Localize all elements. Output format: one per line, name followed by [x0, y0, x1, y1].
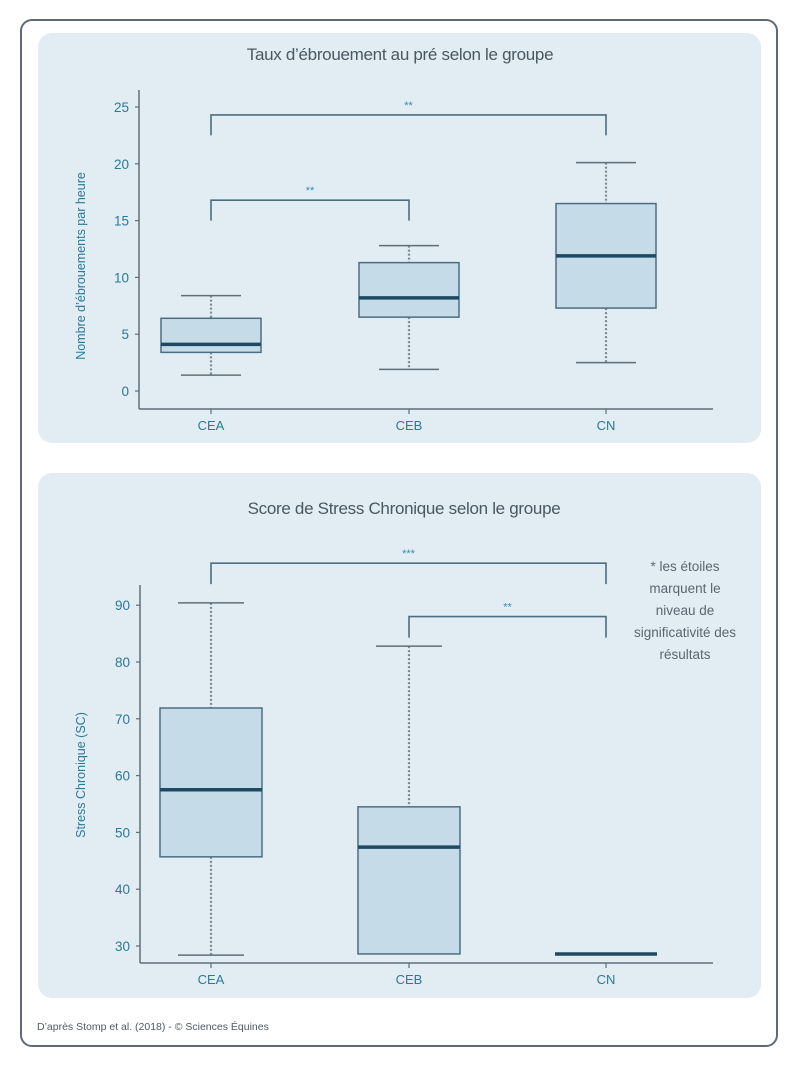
y-tick-label: 20 [114, 157, 129, 172]
y-tick-label: 50 [115, 825, 130, 840]
note-line: * les étoiles [650, 559, 720, 574]
significance-bracket [408, 615, 607, 638]
x-tick-label: CEA [198, 972, 225, 987]
significance-stars: ** [404, 100, 413, 112]
y-tick-label: 15 [114, 214, 129, 229]
iqr-box [160, 317, 262, 354]
note-line: marquent le [649, 581, 721, 596]
chart1-title: Taux d’ébrouement au pré selon le groupe [247, 45, 554, 64]
y-tick-label: 90 [115, 598, 130, 613]
iqr-box [358, 261, 460, 318]
significance-bracket [210, 114, 607, 136]
note-line: niveau de [655, 603, 715, 618]
x-tick-label: CN [597, 972, 616, 987]
significance-note: * les étoiles marquent le niveau de sign… [610, 556, 760, 666]
significance-bracket [210, 562, 607, 585]
iqr-box [159, 707, 263, 858]
iqr-box [357, 806, 461, 955]
significance-stars: ** [503, 602, 512, 614]
x-tick-label: CEB [396, 972, 423, 987]
significance-bracket [210, 199, 410, 221]
boxplot-ceb [357, 645, 461, 955]
y-tick-label: 70 [115, 712, 130, 727]
y-tick-label: 60 [115, 769, 130, 784]
boxplot-cn [555, 161, 657, 364]
y-tick-label: 40 [115, 882, 130, 897]
y-tick-label: 0 [121, 384, 129, 399]
y-tick-label: 25 [114, 100, 129, 115]
source-credit: D’après Stomp et al. (2018) - © Sciences… [37, 1021, 269, 1033]
x-tick-label: CEB [396, 418, 423, 433]
significance-stars: *** [402, 548, 416, 560]
note-line: significativité des [633, 625, 737, 640]
boxplot-ceb [358, 244, 460, 371]
y-tick-label: 30 [115, 939, 130, 954]
boxplot-cea [159, 602, 263, 956]
chart1-ylabel: Nombre d’ébrouements par heure [74, 172, 88, 360]
x-tick-label: CN [597, 418, 616, 433]
chart2-ylabel: Stress Chronique (SC) [74, 712, 88, 838]
y-tick-label: 5 [121, 327, 129, 342]
significance-stars: ** [306, 185, 315, 197]
y-tick-label: 80 [115, 655, 130, 670]
note-line: résultats [659, 647, 711, 662]
chart2-title: Score de Stress Chronique selon le group… [248, 499, 561, 518]
y-tick-label: 10 [114, 270, 129, 285]
boxplot-cea [160, 294, 262, 376]
x-tick-label: CEA [198, 418, 225, 433]
